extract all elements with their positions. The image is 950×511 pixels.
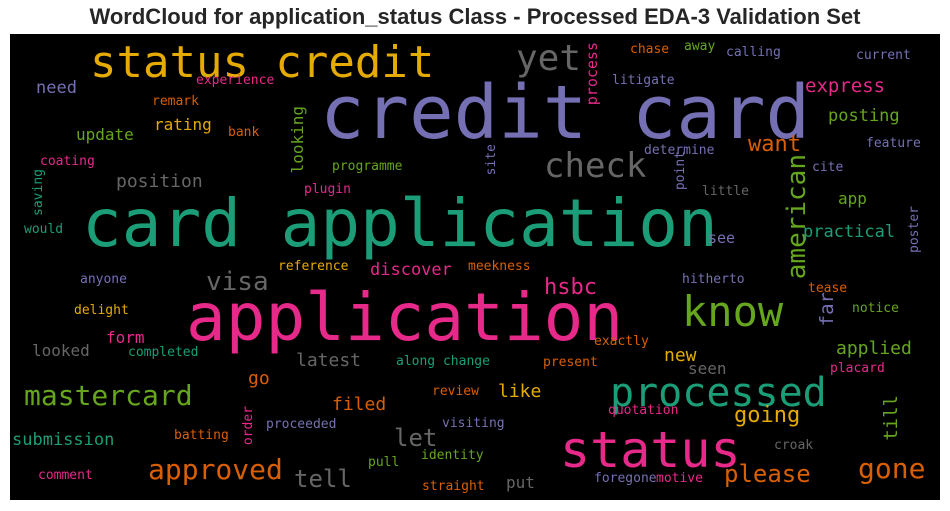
word-along-change: along change (396, 354, 490, 369)
word-looked: looked (32, 341, 90, 360)
word-status: status (560, 421, 741, 479)
word-plugin: plugin (304, 182, 351, 197)
word-express: express (805, 75, 886, 97)
word-tell: tell (294, 465, 352, 493)
word-like: like (498, 381, 542, 402)
word-comment: comment (38, 468, 93, 483)
word-placard: placard (830, 361, 885, 376)
word-filed: filed (332, 394, 387, 415)
word-go: go (248, 368, 270, 389)
word-process: process (583, 42, 601, 106)
word-applied: applied (836, 338, 912, 359)
word-quotation: quotation (608, 403, 679, 418)
word-coating: coating (40, 154, 95, 169)
word-determine: determine (644, 143, 715, 158)
word-proceeded: proceeded (266, 417, 337, 432)
word-cite: cite (812, 160, 844, 175)
word-far: far (816, 292, 838, 327)
word-position: position (116, 171, 203, 192)
word-foregone: foregone (594, 471, 657, 486)
word-motive: motive (656, 471, 703, 486)
word-chase: chase (630, 42, 670, 57)
word-mastercard: mastercard (24, 379, 193, 412)
word-going: going (734, 403, 801, 428)
word-reference: reference (278, 259, 349, 274)
word-hsbc: hsbc (544, 275, 597, 300)
word-litigate: litigate (612, 73, 675, 88)
word-know: know (682, 287, 784, 336)
word-experience: experience (196, 73, 275, 88)
word-site: site (484, 144, 499, 176)
word-rating: rating (154, 115, 212, 134)
word-completed: completed (128, 345, 199, 360)
word-batting: batting (174, 428, 229, 443)
word-status-credit: status credit (90, 37, 435, 88)
word-anyone: anyone (80, 272, 127, 287)
word-visa: visa (206, 267, 269, 297)
word-want: want (748, 132, 801, 157)
word-exactly: exactly (594, 334, 649, 349)
word-notice: notice (852, 301, 899, 316)
word-credit-card: credit card (320, 70, 811, 156)
word-point: point (673, 151, 688, 191)
word-latest: latest (296, 350, 362, 371)
word-saving: saving (31, 169, 46, 216)
word-away: away (684, 39, 716, 54)
word-order: order (241, 406, 256, 446)
word-croak: croak (774, 438, 814, 453)
word-tease: tease (808, 281, 848, 296)
word-bank: bank (228, 125, 260, 140)
word-see: see (708, 229, 736, 247)
word-let: let (394, 424, 438, 452)
word-current: current (856, 48, 911, 63)
word-review: review (432, 384, 479, 399)
word-need: need (36, 78, 77, 98)
word-would: would (24, 222, 64, 237)
word-straight: straight (422, 479, 485, 494)
word-pull: pull (368, 455, 400, 470)
word-put: put (506, 473, 535, 492)
word-submission: submission (12, 430, 115, 450)
word-practical: practical (803, 222, 896, 242)
word-seen: seen (688, 359, 727, 378)
word-identity: identity (421, 448, 484, 463)
word-form: form (106, 328, 145, 347)
word-american: american (782, 154, 812, 280)
word-posting: posting (828, 106, 900, 126)
word-poster: poster (907, 206, 922, 253)
word-application: application (186, 279, 624, 356)
word-cloud: credit card card application application st… (10, 34, 940, 500)
word-processed: processed (610, 370, 827, 416)
word-remark: remark (152, 94, 199, 109)
chart-title: WordCloud for application_status Class -… (89, 4, 861, 29)
word-delight: delight (74, 303, 129, 318)
word-hitherto: hitherto (682, 272, 745, 287)
word-till: till (880, 395, 902, 441)
word-little: little (702, 184, 749, 199)
word-approved: approved (148, 453, 283, 486)
word-new: new (664, 345, 697, 366)
word-meekness: meekness (468, 259, 531, 274)
word-present: present (543, 355, 598, 370)
word-feature: feature (866, 136, 921, 151)
word-app: app (838, 189, 867, 208)
word-card-application: card application (82, 185, 718, 262)
word-please: please (724, 460, 811, 488)
word-visiting: visiting (442, 416, 505, 431)
word-calling: calling (726, 45, 781, 60)
word-update: update (76, 125, 134, 144)
word-looking: looking (288, 106, 307, 174)
word-programme: programme (332, 159, 403, 174)
word-check: check (544, 146, 647, 186)
word-yet: yet (516, 38, 582, 79)
word-gone: gone (858, 452, 926, 485)
word-discover: discover (370, 260, 452, 280)
